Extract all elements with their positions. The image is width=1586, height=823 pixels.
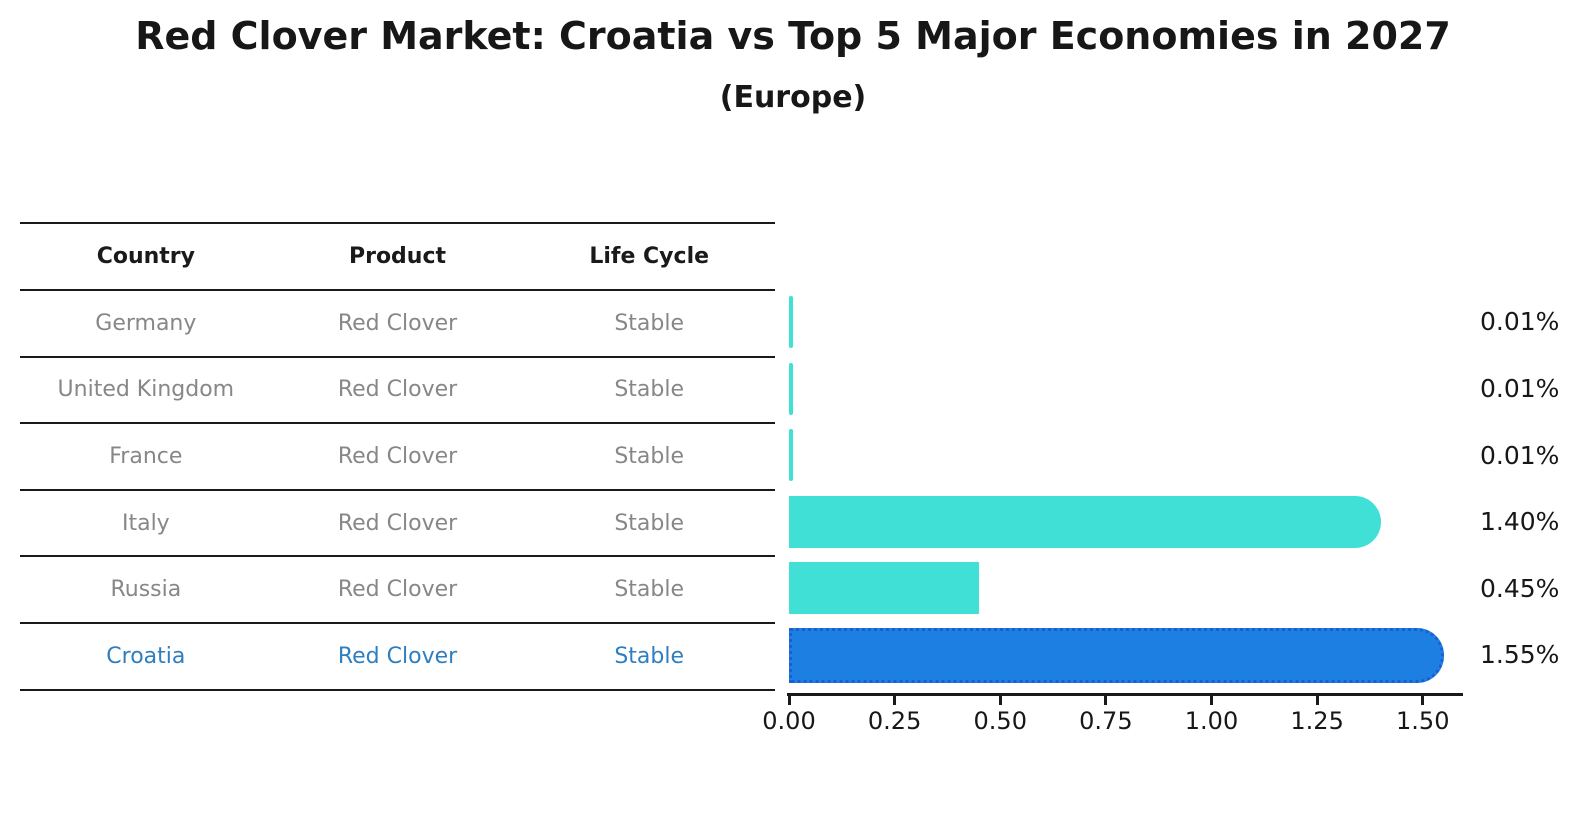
bar-germany [789,296,794,348]
bar-france [789,429,794,482]
cell-life-cycle: Stable [614,377,685,403]
column-header-country: Country [96,244,195,269]
x-tick-label: 1.00 [1184,707,1239,735]
cell-product: Red Clover [337,510,458,536]
cell-country: Croatia [106,643,186,669]
value-label-italy: 1.40% [1480,507,1560,537]
column-header-product: Product [348,244,447,269]
value-label-germany: 0.01% [1480,307,1560,337]
x-tick-label: 0.75 [1079,707,1133,735]
x-tick [893,696,897,705]
value-label-united-kingdom: 0.01% [1480,373,1560,403]
cell-country: Italy [121,510,170,536]
table-row-russia: Russia Red Clover Stable [20,555,775,622]
cell-life-cycle: Stable [614,577,685,603]
cell-country: France [109,443,183,469]
cell-product: Red Clover [337,577,458,603]
table-row-germany: Germany Red Clover Stable [20,289,775,356]
cell-life-cycle: Stable [614,643,685,669]
page-subtitle: (Europe) [719,80,867,115]
x-tick [1315,696,1319,705]
table-row-italy: Italy Red Clover Stable [20,488,775,556]
bar-united-kingdom [789,362,794,415]
cell-product: Red Clover [337,310,458,336]
cell-product: Red Clover [337,443,458,469]
x-tick-label: 0.25 [867,707,922,735]
cell-product: Red Clover [337,643,458,669]
bar-croatia [789,627,1444,683]
x-axis-line [787,693,1463,696]
value-label-france: 0.01% [1480,440,1560,470]
x-tick [998,696,1002,705]
cell-country: United Kingdom [57,377,235,403]
x-tick [1421,696,1425,705]
cell-life-cycle: Stable [614,510,685,536]
bar-chart: 0.01% 0.01% 0.01% 1.40% 0.45% 1.55% 0.00 0.25 0… [762,289,1586,769]
table-row-france: France Red Clover Stable [20,422,775,489]
table-row-united-kingdom: United Kingdom Red Clover Stable [20,355,775,423]
page-title: Red Clover Market: Croatia vs Top 5 Majo… [135,14,1451,58]
cell-life-cycle: Stable [614,310,685,336]
cell-life-cycle: Stable [614,443,685,469]
cell-product: Red Clover [337,377,458,403]
column-header-life-cycle: Life Cycle [589,244,710,269]
value-label-croatia: 1.55% [1480,640,1560,670]
x-tick [1210,696,1213,705]
bar-italy [789,495,1381,548]
x-tick-label: 1.25 [1290,707,1344,735]
table-row-croatia: Croatia Red Clover Stable [20,621,775,689]
x-tick-label: 0.00 [762,707,816,735]
x-tick [787,696,791,705]
cell-country: Russia [110,577,182,603]
country-table: Country Product Life Cycle Germany Red Cl… [20,222,775,691]
x-tick [1104,696,1108,705]
cell-country: Germany [95,310,197,336]
bar-russia [789,562,980,615]
value-label-russia: 0.45% [1480,573,1560,603]
table-header-row: Country Product Life Cycle [20,222,775,289]
x-tick-label: 1.50 [1396,707,1450,735]
x-tick-label: 0.50 [973,707,1027,735]
